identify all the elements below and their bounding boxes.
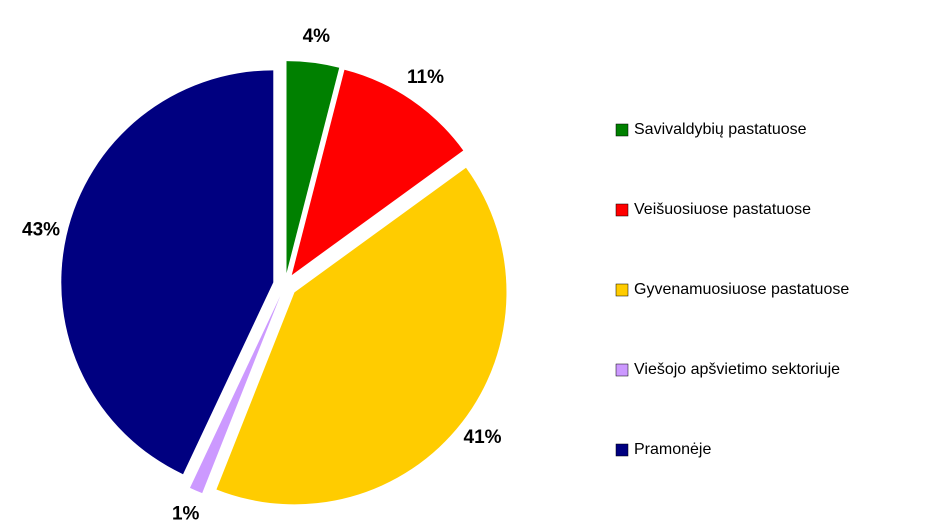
legend-swatch	[615, 283, 629, 297]
legend-swatch	[615, 443, 629, 457]
data-label: 4%	[303, 26, 331, 47]
pie-slice	[216, 167, 507, 505]
legend-swatch	[615, 123, 629, 137]
pie-slice	[61, 70, 274, 475]
legend-label: Pramonėje	[634, 441, 711, 458]
legend-label: Savivaldybių pastatuose	[634, 121, 807, 138]
data-label: 1%	[172, 503, 200, 524]
data-label: 11%	[407, 67, 444, 88]
pie-slice	[291, 69, 464, 276]
legend-label: Gyvenamuosiuose pastatuose	[634, 281, 849, 298]
legend-swatch	[615, 363, 629, 377]
legend-label: Viešojo apšvietimo sektoriuje	[634, 361, 840, 378]
pie-slice	[189, 296, 281, 494]
legend-label: Veišuosiuose pastatuose	[634, 201, 811, 218]
legend-swatch	[615, 203, 629, 217]
data-label: 41%	[464, 427, 502, 448]
data-label: 43%	[22, 219, 60, 240]
pie-slice	[286, 61, 340, 274]
